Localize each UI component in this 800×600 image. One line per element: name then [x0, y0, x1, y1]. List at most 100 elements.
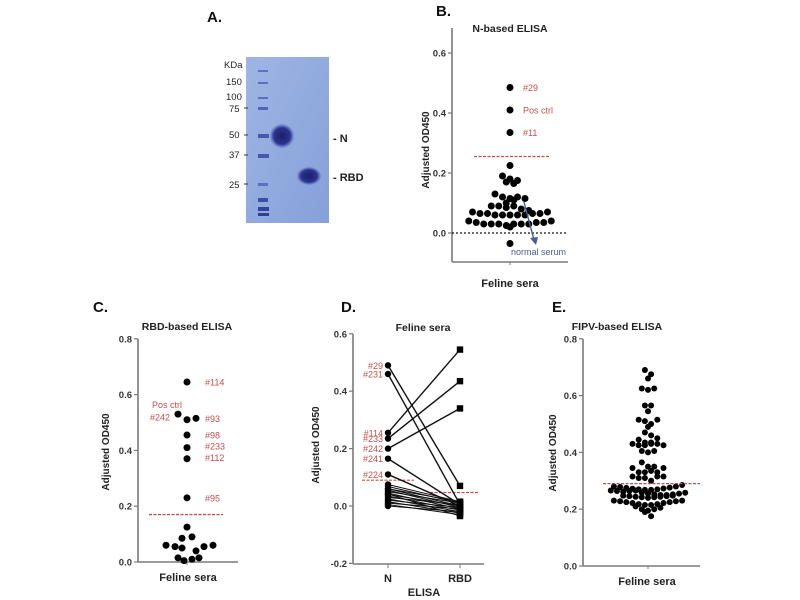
data-point — [495, 220, 503, 228]
data-point — [209, 541, 217, 549]
data-point — [178, 534, 186, 542]
data-point — [620, 492, 627, 499]
data-point — [502, 204, 510, 211]
data-point — [641, 469, 648, 476]
data-point — [641, 402, 648, 409]
y-axis-label: Adjusted OD450 — [421, 111, 432, 189]
data-point — [607, 487, 614, 494]
data-point — [641, 418, 648, 425]
data-point — [174, 554, 182, 562]
data-point — [660, 442, 667, 449]
data-point — [480, 220, 488, 228]
data-point — [617, 498, 624, 505]
chart-title: RBD-based ELISA — [142, 321, 233, 333]
series-line — [387, 407, 461, 450]
y-tick-label: 0.6 — [119, 390, 132, 401]
data-point — [660, 473, 667, 480]
series-line — [387, 504, 461, 516]
data-point — [672, 498, 679, 505]
data-point — [654, 440, 661, 447]
series-line — [387, 499, 461, 508]
y-tick-label: 0.6 — [433, 49, 446, 60]
data-point — [610, 497, 617, 504]
data-point — [645, 494, 651, 501]
data-point — [682, 489, 689, 496]
series-annotation: #224 — [363, 470, 383, 480]
data-point — [641, 501, 648, 508]
gel-marker-50: 50 — [229, 130, 240, 141]
data-point — [499, 172, 506, 180]
data-point — [495, 202, 503, 210]
data-point-rbd — [456, 482, 464, 490]
data-point — [641, 442, 648, 449]
panel-b-chart: B. N-based ELISA Feline sera Adjusted OD… — [421, 3, 568, 290]
data-point — [651, 494, 658, 501]
panel-e-chart: E. FIPV-based ELISA Feline sera Adjusted… — [548, 299, 700, 588]
data-point — [645, 375, 651, 382]
data-point-n — [384, 370, 392, 378]
series-annotation: #241 — [363, 454, 383, 464]
data-point — [183, 455, 191, 463]
gel-marker-25: 25 — [229, 180, 240, 191]
data-point — [632, 503, 639, 510]
data-point — [183, 444, 191, 452]
data-point-n — [384, 445, 392, 452]
series-annotation: #231 — [363, 369, 383, 379]
data-point — [654, 486, 661, 493]
data-point-n — [384, 490, 392, 498]
data-point — [510, 202, 518, 210]
x-axis-label: ELISA — [408, 587, 440, 599]
point-annotation: #95 — [205, 493, 220, 503]
y-tick-label: 0.2 — [433, 169, 446, 180]
x-axis-label: Feline sera — [618, 576, 676, 588]
y-tick-label: 0.2 — [564, 505, 577, 516]
data-point — [660, 485, 667, 492]
data-point — [638, 494, 645, 501]
chart-title: FIPV-based ELISA — [572, 321, 663, 333]
gel-band-label-n: - N — [333, 133, 348, 145]
data-point — [648, 513, 655, 520]
point-annotation: #242 — [150, 412, 170, 422]
data-point — [645, 423, 651, 430]
series-annotation: #233 — [363, 434, 383, 444]
y-tick-label: 0.8 — [119, 334, 132, 345]
series-line — [387, 505, 461, 513]
panel-letter-c: C. — [93, 299, 108, 316]
point-annotation: Pos ctrl — [523, 106, 553, 116]
data-point — [654, 416, 661, 423]
data-point — [178, 544, 186, 552]
point-annotation: #29 — [523, 83, 538, 93]
data-point — [638, 447, 645, 454]
y-tick-label: 0.6 — [334, 329, 347, 340]
y-tick-label: 0.4 — [564, 448, 578, 459]
panel-letter-a: A. — [207, 9, 222, 26]
data-point — [679, 482, 686, 489]
point-annotation: #11 — [523, 128, 537, 138]
data-point — [629, 473, 636, 480]
series-line — [387, 373, 461, 505]
data-point — [635, 416, 642, 423]
data-point — [180, 557, 188, 565]
data-point — [506, 211, 514, 219]
gel-band-rbd — [297, 167, 321, 185]
data-point-n — [384, 455, 392, 462]
series-line — [387, 488, 461, 503]
data-point-n — [384, 471, 392, 478]
data-point — [648, 371, 655, 378]
data-point — [188, 555, 196, 563]
data-point — [645, 408, 651, 415]
data-point — [506, 84, 514, 91]
data-point — [654, 435, 661, 442]
data-point — [645, 386, 651, 393]
data-point — [660, 465, 667, 472]
gel-unit-label: KDa — [224, 60, 243, 71]
data-point — [638, 385, 645, 392]
data-point — [192, 414, 200, 422]
series-line — [387, 491, 461, 504]
point-annotation: #93 — [205, 414, 220, 424]
data-point — [648, 402, 655, 409]
data-point — [195, 554, 203, 562]
data-point — [641, 474, 648, 481]
data-point — [614, 488, 620, 495]
data-point — [540, 219, 548, 226]
